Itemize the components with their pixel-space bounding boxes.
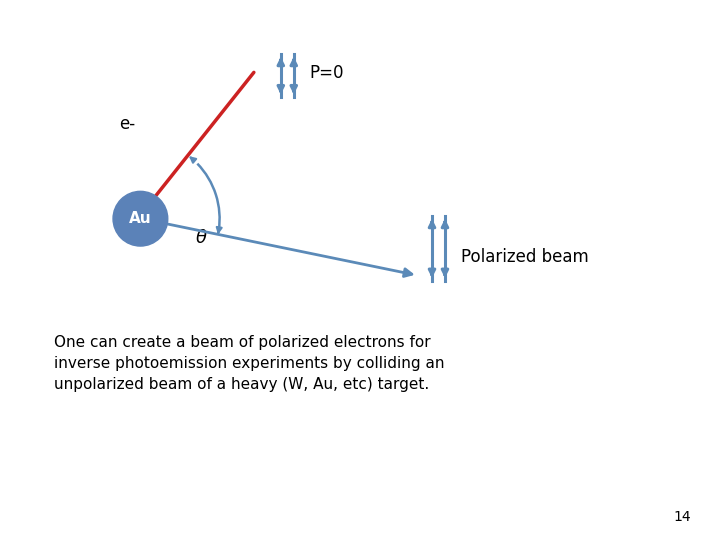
Text: P=0: P=0 <box>310 64 344 82</box>
Text: e-: e- <box>119 115 135 133</box>
Text: Polarized beam: Polarized beam <box>461 247 588 266</box>
Text: 14: 14 <box>674 510 691 524</box>
Text: One can create a beam of polarized electrons for
inverse photoemission experimen: One can create a beam of polarized elect… <box>54 335 444 392</box>
Text: θ: θ <box>196 228 207 247</box>
Ellipse shape <box>113 191 168 246</box>
Text: Au: Au <box>129 211 152 226</box>
